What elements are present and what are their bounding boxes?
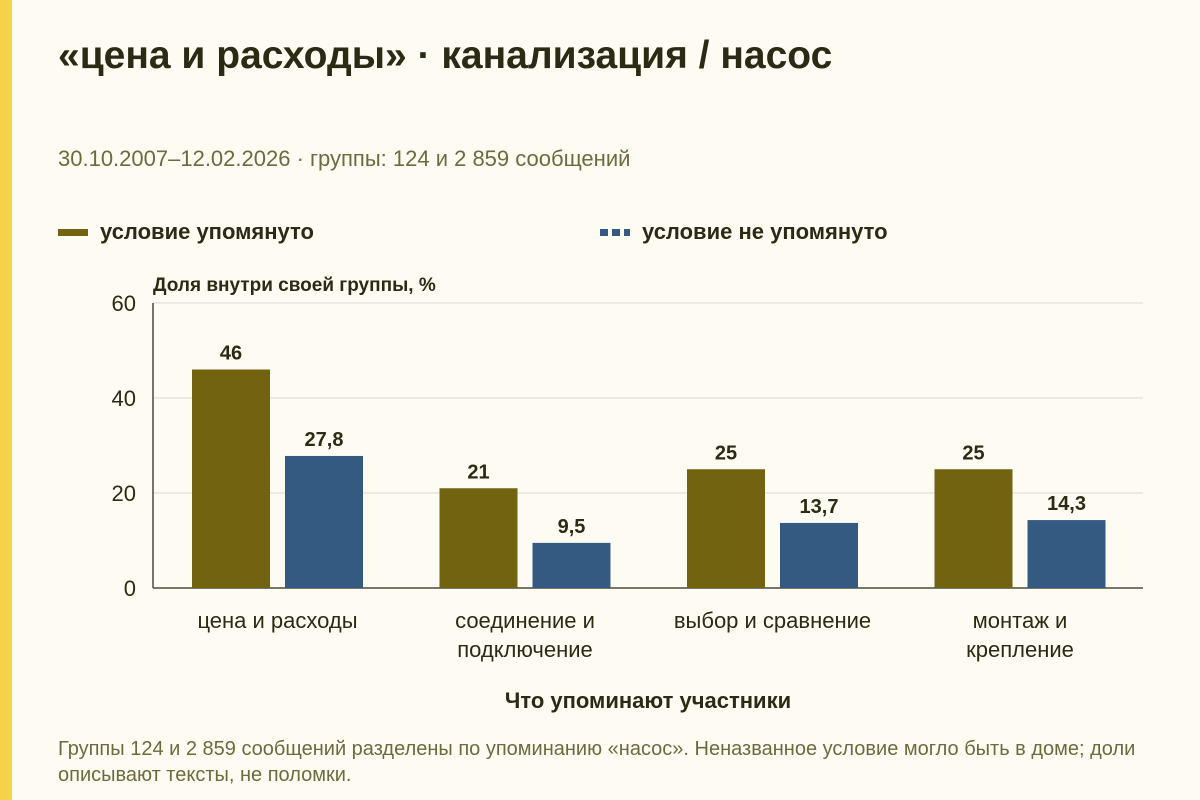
accent-strip <box>0 0 12 800</box>
bar-not-mentioned <box>780 522 858 588</box>
bar-mentioned <box>934 469 1013 588</box>
chart-footnote: Группы 124 и 2 859 сообщений разделены п… <box>58 738 1136 786</box>
legend-swatch-not-mentioned <box>600 228 630 236</box>
data-label: 27,8 <box>305 429 344 451</box>
legend-item-mentioned: условие упомянуто <box>58 219 314 245</box>
x-tick-label: цена и расходы <box>197 608 357 633</box>
data-label: 46 <box>220 343 242 365</box>
y-tick-label: 0 <box>124 576 136 601</box>
y-tick-label: 60 <box>112 291 136 316</box>
y-axis-label: Доля внутри своей группы, % <box>153 275 436 296</box>
x-tick-label: крепление <box>966 637 1074 662</box>
bar-mentioned <box>192 369 270 588</box>
legend-swatch-mentioned <box>58 228 88 236</box>
x-tick-label: выбор и сравнение <box>674 608 871 633</box>
bar-not-mentioned <box>1027 520 1106 588</box>
data-label: 21 <box>467 461 489 483</box>
x-tick-label: соединение и <box>455 608 595 633</box>
y-tick-label: 20 <box>112 481 136 506</box>
legend-item-not-mentioned: условие не упомянуто <box>600 219 888 245</box>
x-axis-label: Что упоминают участники <box>505 688 791 713</box>
bar-chart: Доля внутри своей группы, % Что упоминаю… <box>112 275 1143 713</box>
legend-label-not-mentioned: условие не упомянуто <box>642 219 888 244</box>
y-tick-label: 40 <box>112 386 136 411</box>
data-label: 25 <box>715 442 737 464</box>
bar-not-mentioned <box>285 455 363 588</box>
data-label: 14,3 <box>1047 493 1086 515</box>
bar-mentioned <box>687 469 765 588</box>
data-label: 13,7 <box>800 496 839 518</box>
chart-title: «цена и расходы» · канализация / насос <box>58 34 833 77</box>
x-tick-label: подключение <box>457 637 593 662</box>
data-label: 25 <box>962 442 984 464</box>
bar-mentioned <box>439 488 518 588</box>
chart-subtitle: 30.10.2007–12.02.2026 · группы: 124 и 2 … <box>58 146 631 171</box>
bar-not-mentioned <box>532 542 611 588</box>
legend-label-mentioned: условие упомянуто <box>100 219 314 244</box>
data-label: 9,5 <box>558 516 586 538</box>
x-tick-label: монтаж и <box>973 608 1068 633</box>
